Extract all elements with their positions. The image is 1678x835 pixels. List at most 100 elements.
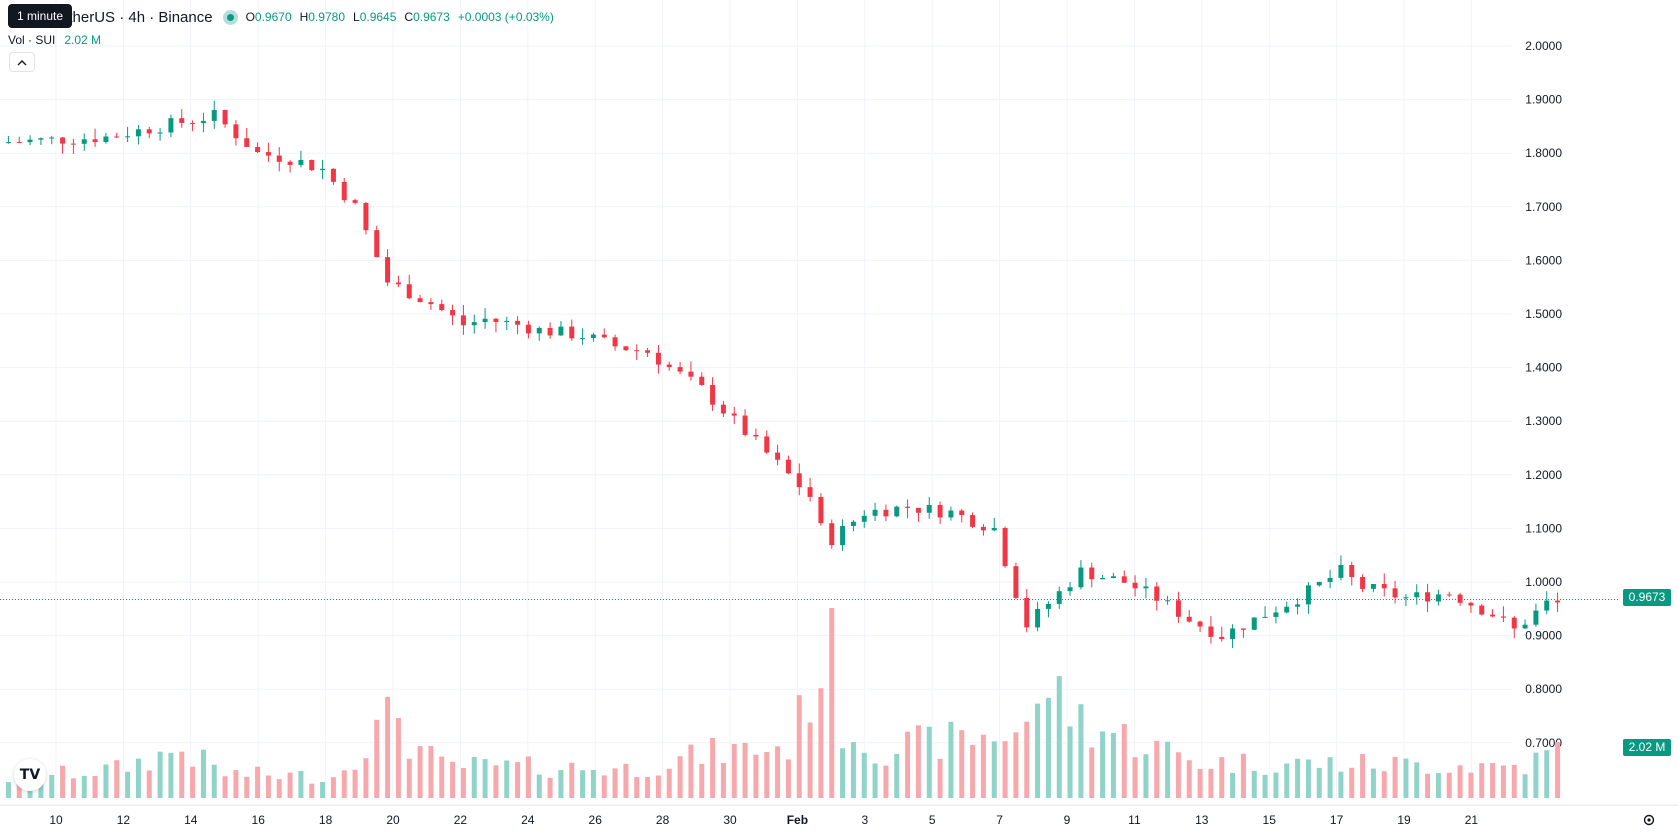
symbol-title[interactable]: etherUS · 4h · Binance	[60, 8, 213, 26]
candle-body	[1165, 600, 1171, 602]
volume-bar	[233, 770, 239, 798]
candle-body	[829, 523, 835, 546]
candle-body	[850, 521, 856, 526]
x-tick-label: 18	[319, 813, 333, 827]
volume-bar	[450, 761, 456, 798]
volume-bar	[1479, 763, 1485, 798]
candle-body	[157, 132, 163, 134]
x-tick-label: 28	[656, 813, 670, 827]
volume-bar	[1154, 740, 1160, 798]
volume-bar	[1544, 750, 1550, 798]
candle-body	[471, 322, 477, 326]
volume-bar	[948, 721, 954, 798]
candle-body	[1414, 592, 1420, 598]
volume-bar	[1013, 732, 1019, 798]
volume-bar	[731, 744, 737, 798]
volume-bar	[1078, 704, 1084, 798]
volume-bar	[146, 770, 152, 798]
last-price-label: 0.9673	[1623, 589, 1671, 606]
volume-bar	[125, 771, 131, 798]
chevron-up-icon	[17, 59, 27, 65]
candle-body	[731, 413, 737, 416]
x-tick-label: 11	[1128, 813, 1141, 827]
volume-bar	[688, 744, 694, 798]
x-tick-label: 19	[1397, 813, 1411, 827]
collapse-legend-button[interactable]	[9, 52, 35, 72]
symbol-legend[interactable]: etherUS · 4h · Binance O0.9670 H0.9780 L…	[8, 7, 554, 27]
candle-body	[970, 515, 976, 527]
candle-body	[515, 320, 521, 325]
volume-bar	[49, 774, 55, 798]
x-tick-label: 22	[454, 813, 468, 827]
volume-bar	[547, 777, 553, 798]
candle-body	[1045, 603, 1051, 609]
candle-body	[1349, 565, 1355, 577]
volume-bar	[1002, 741, 1008, 798]
volume-bar	[1490, 763, 1496, 798]
candle-body	[840, 525, 846, 546]
volume-bar	[255, 766, 261, 798]
candle-body	[1490, 614, 1496, 617]
candle-body	[460, 315, 466, 326]
candle-body	[439, 304, 445, 311]
volume-bar	[211, 764, 217, 798]
candle-body	[1208, 626, 1214, 637]
candle-body	[385, 257, 391, 283]
candle-body	[190, 122, 196, 124]
volume-bar	[1370, 768, 1376, 798]
candle-body	[1468, 602, 1474, 606]
high-label: H	[299, 10, 309, 24]
volume-bar	[439, 756, 445, 798]
y-tick-label: 1.0000	[1525, 575, 1562, 589]
candle-body	[1175, 600, 1181, 617]
candle-body	[1555, 600, 1561, 603]
candle-body	[1316, 581, 1322, 586]
candle-body	[1446, 594, 1452, 596]
candle-body	[60, 137, 66, 144]
volume-bar	[1403, 758, 1409, 798]
volume-bar	[81, 775, 87, 798]
x-tick-label: 10	[49, 813, 63, 827]
candle-body	[1219, 636, 1225, 640]
volume-bar	[309, 783, 315, 798]
volume-bar	[352, 769, 358, 798]
chart-settings-button[interactable]	[1641, 812, 1657, 828]
volume-bar	[872, 763, 878, 798]
volume-bar	[558, 770, 564, 798]
candle-body	[92, 139, 98, 143]
candle-body	[1381, 584, 1387, 589]
market-status-icon[interactable]	[222, 9, 238, 25]
volume-bar	[1468, 772, 1474, 798]
candle-body	[601, 334, 607, 338]
y-tick-label: 1.5000	[1525, 307, 1562, 321]
open-value: 0.9670	[254, 10, 292, 24]
candle-body	[699, 376, 705, 385]
candle-body	[948, 510, 954, 518]
candle-body	[255, 146, 261, 153]
volume-bar	[1121, 724, 1127, 798]
volume-bar	[590, 769, 596, 798]
candle-body	[81, 139, 87, 144]
candle-body	[450, 310, 456, 316]
volume-bar	[168, 752, 174, 798]
volume-bar	[623, 763, 629, 798]
candle-body	[937, 504, 943, 518]
candle-body	[395, 282, 401, 285]
volume-bar	[374, 719, 380, 798]
volume-bar	[775, 746, 781, 798]
gear-icon	[1643, 814, 1655, 826]
candle-body	[623, 346, 629, 351]
tradingview-logo[interactable]: TV	[14, 759, 46, 791]
volume-legend[interactable]: Vol · SUI 2.02 M	[8, 33, 101, 47]
volume-bar	[1392, 756, 1398, 798]
candle-body	[1500, 616, 1506, 618]
candle-body	[233, 124, 239, 139]
candle-body	[742, 415, 748, 435]
candle-body	[103, 136, 109, 143]
x-tick-label: 20	[386, 813, 400, 827]
volume-bar	[796, 695, 802, 798]
candle-body	[5, 142, 11, 144]
volume-bar	[504, 760, 510, 798]
